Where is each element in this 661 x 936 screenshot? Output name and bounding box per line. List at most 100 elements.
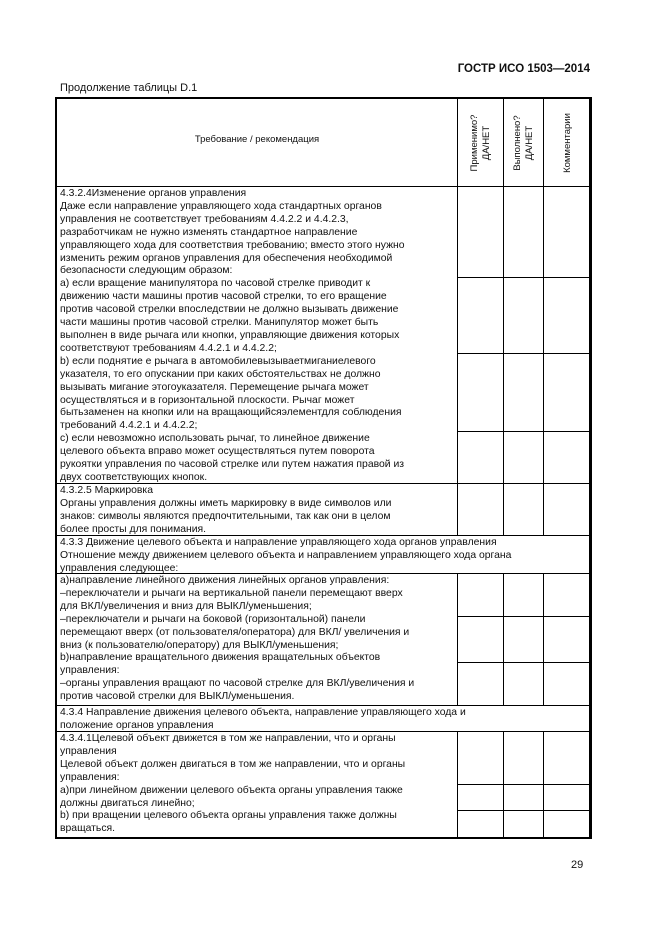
requirement-text-line: соответствуют требованиям 4.4.2.1 и 4.4.… xyxy=(60,342,277,354)
document-id: ГОСТР ИСО 1503—2014 xyxy=(457,63,590,75)
requirement-text-line: а)направление линейного движения линейны… xyxy=(60,575,390,586)
requirement-text-line: b) если поднятие е рычага в автомобилевы… xyxy=(60,355,376,367)
requirement-text-line: перемещают вверх (от пользователя/операт… xyxy=(60,626,410,638)
requirement-text-line: Органы управления должны иметь маркировк… xyxy=(60,497,392,509)
header-comments: Комментарии xyxy=(543,97,592,187)
fulfilled-cell xyxy=(503,483,544,536)
fulfilled-cell xyxy=(503,810,544,839)
column-header-text: ДА/НЕТ xyxy=(481,125,492,160)
applicable-cell xyxy=(457,662,504,706)
requirement-text-line: –переключатели и рычаги на боковой (гори… xyxy=(60,613,366,625)
fulfilled-cell xyxy=(503,353,544,432)
requirement-text-line: положение органов управления xyxy=(60,719,214,731)
requirement-text-line: Целевой объект должен двигаться в том же… xyxy=(60,758,406,770)
requirement-text-line: указателя, то его опускании при каких об… xyxy=(60,368,381,380)
requirement-text-line: вызывать мигание этогоуказателя. Перемещ… xyxy=(60,381,369,393)
fulfilled-cell xyxy=(503,431,544,484)
fulfilled-cell xyxy=(503,731,544,785)
requirement-text-line: против часовой стрелки для ВЫКЛ/уменьшен… xyxy=(60,691,295,703)
header-applicable: Применимо? ДА/НЕТ xyxy=(457,97,504,187)
requirement-text-line: управления не соответствует требованиям … xyxy=(60,213,349,225)
requirement-text-line: –органы управления вращают по часовой ст… xyxy=(60,678,415,690)
header-requirement: Требование / рекомендация xyxy=(55,97,458,187)
requirement-text-line: управления: xyxy=(60,665,120,677)
applicable-cell xyxy=(457,616,504,663)
requirement-text-line: движению части машины против часовой стр… xyxy=(60,291,387,303)
comments-cell xyxy=(543,573,592,617)
comments-cell xyxy=(543,662,592,706)
applicable-cell xyxy=(457,353,504,432)
column-header-requirement: Требование / рекомендация xyxy=(194,134,320,145)
requirement-text-line: а) если вращение манипулятора по часовой… xyxy=(60,278,371,290)
applicable-cell xyxy=(457,731,504,785)
requirement-text-line: вращаться. xyxy=(60,823,116,835)
requirement-text-line: управления: xyxy=(60,771,120,783)
requirement-text-line: b) при вращении целевого объекта органы … xyxy=(60,810,397,822)
requirement-text-line: управления следующее: xyxy=(60,562,179,574)
applicable-cell xyxy=(457,810,504,839)
applicable-cell xyxy=(457,277,504,354)
page-number: 29 xyxy=(571,859,584,871)
comments-cell xyxy=(543,353,592,432)
header-comments-label: Комментарии xyxy=(562,100,574,186)
requirement-text-line: знаков: символы являются предпочтительны… xyxy=(60,510,391,522)
requirement-text-line: более просты для понимания. xyxy=(60,523,207,535)
header-fulfilled-label: Выполнено? ДА/НЕТ xyxy=(512,100,536,186)
requirement-text-line: 4.3.4 Направление движения целевого объе… xyxy=(60,707,466,718)
fulfilled-cell xyxy=(503,784,544,811)
applicable-cell xyxy=(457,573,504,617)
table-row-requirement: а)направление линейного движения линейны… xyxy=(55,573,458,706)
requirement-text-line: части машины против часовой стрелки. Ман… xyxy=(60,317,379,329)
comments-cell xyxy=(543,731,592,785)
requirement-text-line: разработчикам не нужно изменять стандарт… xyxy=(60,226,358,238)
requirement-text-line: должны двигаться линейно; xyxy=(60,797,195,809)
column-header-text: ДА/НЕТ xyxy=(524,125,535,160)
comments-cell xyxy=(543,810,592,839)
header-fulfilled: Выполнено? ДА/НЕТ xyxy=(503,97,544,187)
requirement-text-line: 4.3.2.4Изменение органов управления xyxy=(60,188,247,199)
requirement-text-line: против часовой стрелки впоследствии не д… xyxy=(60,304,399,316)
requirement-text-line: бытьзаменен на кнопки или на вращающийся… xyxy=(60,407,402,419)
fulfilled-cell xyxy=(503,573,544,617)
requirement-text-line: –переключатели и рычаги на вертикальной … xyxy=(60,587,403,599)
fulfilled-cell xyxy=(503,662,544,706)
requirements-table: Требование / рекомендация Применимо? ДА/НЕ… xyxy=(55,97,592,839)
comments-cell xyxy=(543,616,592,663)
requirement-text-line: изменить режим органов управления для об… xyxy=(60,252,393,264)
requirement-text-line: 4.3.4.1Целевой объект движется в том же … xyxy=(60,733,396,744)
requirement-text-line: 4.3.3 Движение целевого объекта и направ… xyxy=(60,537,497,548)
requirement-text-line: рукоятки управления по часовой стрелке и… xyxy=(60,459,405,471)
comments-cell xyxy=(543,483,592,536)
requirement-text-line: осуществляться и в горизонтальной плоско… xyxy=(60,394,355,406)
table-row-requirement: 4.3.4.1Целевой объект движется в том же … xyxy=(55,731,458,839)
header-applicable-label: Применимо? ДА/НЕТ xyxy=(469,100,493,186)
requirement-text-line: для ВКЛ/увеличения и вниз для ВЫКЛ/умень… xyxy=(60,600,312,612)
requirement-text-line: целевого объекта вправо может осуществля… xyxy=(60,446,375,458)
comments-cell xyxy=(543,277,592,354)
table-row-requirement: 4.3.4 Направление движения целевого объе… xyxy=(55,705,592,732)
requirement-text-line: выполнен в виде рычага или кнопки, управ… xyxy=(60,329,400,341)
requirement-text-line: с) если невозможно использовать рычаг, т… xyxy=(60,433,370,445)
column-header-text: Комментарии xyxy=(562,112,573,173)
requirement-text-line: двух соответствующих кнопок. xyxy=(60,471,208,483)
applicable-cell xyxy=(457,431,504,484)
table-row-requirement: 4.3.3 Движение целевого объекта и направ… xyxy=(55,535,592,574)
requirement-text-line: безопасности следующим образом: xyxy=(60,265,233,277)
requirement-text-line: а)при линейном движении целевого объекта… xyxy=(60,784,403,796)
comments-cell xyxy=(543,431,592,484)
applicable-cell xyxy=(457,483,504,536)
applicable-cell xyxy=(457,186,504,278)
comments-cell xyxy=(543,186,592,278)
table-row-requirement: 4.3.2.4Изменение органов управления Даже … xyxy=(55,186,458,484)
fulfilled-cell xyxy=(503,277,544,354)
requirement-text-line: управления xyxy=(60,745,117,757)
column-header-text: Применимо? xyxy=(469,114,480,171)
requirement-text-line: b)направление вращательного движения вра… xyxy=(60,652,381,664)
requirement-text-line: 4.3.2.5 Маркировка xyxy=(60,485,153,496)
fulfilled-cell xyxy=(503,616,544,663)
applicable-cell xyxy=(457,784,504,811)
requirement-text-line: вниз (к пользователю/оператору) для ВЫКЛ… xyxy=(60,639,339,651)
table-caption: Продолжение таблицы D.1 xyxy=(60,82,198,94)
table-row-requirement: 4.3.2.5 Маркировка Органы управления долж… xyxy=(55,483,458,536)
